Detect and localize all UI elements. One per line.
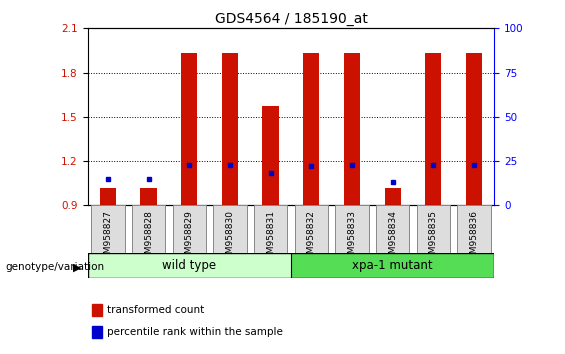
FancyBboxPatch shape — [132, 205, 166, 253]
Text: GSM958832: GSM958832 — [307, 210, 316, 265]
Text: percentile rank within the sample: percentile rank within the sample — [107, 327, 283, 337]
Bar — [263, 107, 279, 205]
Bar — [181, 53, 197, 205]
Bar — [141, 188, 157, 205]
Title: GDS4564 / 185190_at: GDS4564 / 185190_at — [215, 12, 367, 26]
Bar — [100, 188, 116, 205]
Text: GSM958828: GSM958828 — [144, 210, 153, 265]
Text: GSM958829: GSM958829 — [185, 210, 194, 265]
Text: GSM958834: GSM958834 — [388, 210, 397, 265]
Bar — [222, 53, 238, 205]
Bar — [466, 53, 482, 205]
Text: xpa-1 mutant: xpa-1 mutant — [353, 259, 433, 272]
FancyBboxPatch shape — [213, 205, 247, 253]
FancyBboxPatch shape — [416, 205, 450, 253]
Text: ▶: ▶ — [73, 262, 82, 272]
FancyBboxPatch shape — [172, 205, 206, 253]
Text: GSM958833: GSM958833 — [347, 210, 357, 265]
Bar — [344, 53, 360, 205]
FancyBboxPatch shape — [376, 205, 410, 253]
Text: transformed count: transformed count — [107, 305, 205, 315]
Text: GSM958831: GSM958831 — [266, 210, 275, 265]
Text: genotype/variation: genotype/variation — [6, 262, 105, 272]
Bar — [303, 53, 319, 205]
FancyBboxPatch shape — [457, 205, 491, 253]
Bar — [425, 53, 441, 205]
Text: GSM958836: GSM958836 — [470, 210, 479, 265]
FancyBboxPatch shape — [294, 205, 328, 253]
FancyBboxPatch shape — [335, 205, 369, 253]
Bar — [92, 304, 102, 316]
Text: GSM958835: GSM958835 — [429, 210, 438, 265]
Text: GSM958830: GSM958830 — [225, 210, 234, 265]
FancyBboxPatch shape — [254, 205, 288, 253]
Text: wild type: wild type — [162, 259, 216, 272]
FancyBboxPatch shape — [91, 205, 125, 253]
FancyBboxPatch shape — [291, 253, 494, 278]
Bar — [92, 326, 102, 338]
FancyBboxPatch shape — [88, 253, 291, 278]
Bar — [385, 188, 401, 205]
Text: GSM958827: GSM958827 — [103, 210, 112, 265]
